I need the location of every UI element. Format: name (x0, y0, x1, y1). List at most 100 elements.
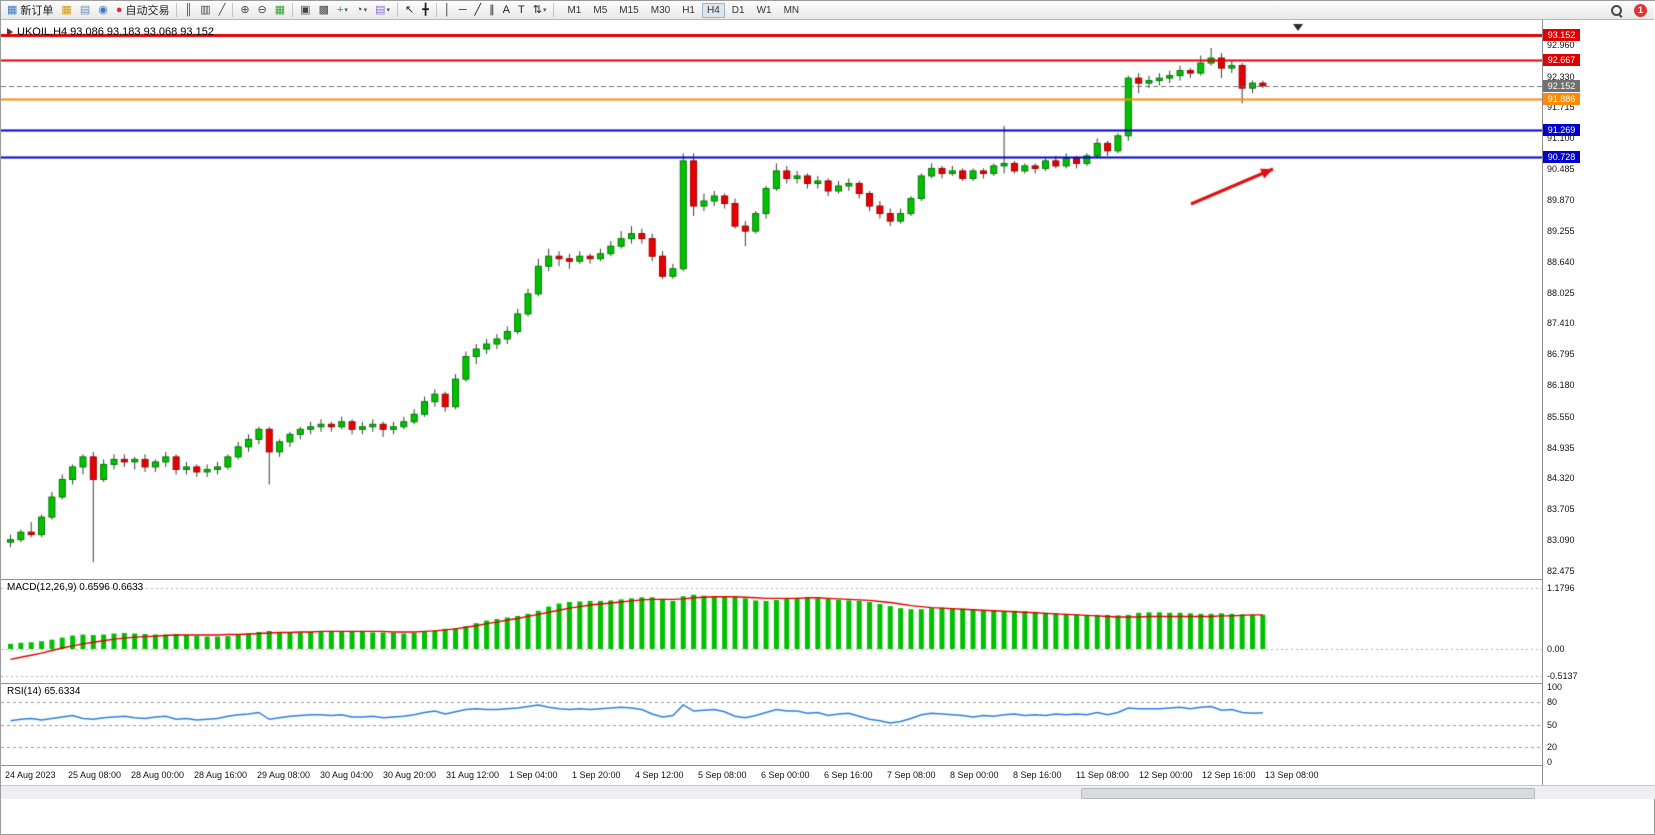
bar-chart-button[interactable]: ║ (180, 1, 196, 20)
zoom-in-button[interactable]: ⊕ (236, 1, 253, 20)
main-chart-canvas[interactable] (1, 20, 1542, 579)
new-order-button[interactable]: ▦ 新订单 (3, 1, 57, 20)
new-order-button-label: 新订单 (20, 5, 54, 17)
timeframe-w1-button[interactable]: W1 (756, 4, 772, 16)
time-label: 1 Sep 04:00 (509, 770, 558, 780)
timeframe-h1-button[interactable]: H1 (682, 4, 695, 16)
chart-title: UKOIL,H4 93.086 93.183 93.068 93.152 (7, 26, 214, 38)
macd-panel-canvas[interactable] (1, 580, 1542, 683)
new-order-icon: ▦ (7, 3, 18, 16)
label-icon: T (518, 3, 525, 16)
market-watch-icon-button[interactable]: ▦ (57, 1, 75, 20)
templates-icon: ▤ (375, 3, 386, 16)
vertical-line-icon: │ (443, 3, 451, 16)
line-chart-button[interactable]: ╱ (215, 1, 230, 20)
time-label: 30 Aug 20:00 (383, 770, 437, 780)
rsi-panel-canvas[interactable] (1, 684, 1542, 765)
price-tick-label: 89.870 (1547, 195, 1575, 206)
rsi-panel-separator[interactable] (1, 683, 1542, 684)
autotrade-button[interactable]: ● 自动交易 (112, 1, 174, 20)
price-tick-label: 87.410 (1547, 318, 1575, 329)
time-label: 8 Sep 16:00 (1013, 770, 1062, 780)
toolbar-separator (553, 3, 555, 17)
grid-icon: ▦ (274, 3, 286, 16)
price-tick-label: 84.935 (1547, 442, 1575, 453)
trendline-icon: ╱ (474, 3, 482, 16)
horizontal-line-button[interactable]: ─ (455, 1, 471, 20)
price-tag: 91.886 (1543, 92, 1580, 105)
cascade-windows-button[interactable]: ▩ (315, 1, 333, 20)
macd-panel-separator[interactable] (1, 579, 1542, 580)
dropdown-arrow-icon: ▾ (363, 7, 368, 14)
autotrade-button-label: 自动交易 (125, 5, 170, 17)
search-button[interactable] (1606, 1, 1627, 20)
shapes-icon: ⇅ (532, 3, 542, 16)
candlestick-chart-icon: ▥ (200, 3, 211, 16)
dropdown-arrow-icon: ▾ (542, 7, 547, 14)
candlestick-chart-button[interactable]: ▥ (196, 1, 214, 20)
dropdown-arrow-icon: ▾ (344, 7, 348, 14)
templates-button[interactable]: ▤ ▾ (371, 1, 394, 20)
horizontal-line-icon: ─ (458, 3, 467, 16)
crosshair-button[interactable]: ╋ (418, 1, 433, 20)
timeframe-mn-button[interactable]: MN (783, 4, 800, 16)
timeframe-m1-button[interactable]: M1 (567, 4, 582, 16)
time-axis-separator (1, 765, 1542, 766)
indicators-icon: + (336, 3, 344, 16)
help-icon-icon: ◉ (98, 3, 108, 16)
time-label: 25 Aug 08:00 (68, 770, 122, 780)
time-label: 28 Aug 00:00 (131, 770, 185, 780)
timeframe-m30-button[interactable]: M30 (650, 4, 671, 16)
line-chart-icon: ╱ (218, 3, 226, 16)
time-label: 12 Sep 00:00 (1139, 770, 1193, 780)
price-tick-label: 91.100 (1547, 133, 1575, 144)
charts-window-icon-button[interactable]: ▤ (76, 1, 94, 20)
price-tick-label: 88.025 (1547, 287, 1575, 298)
macd-tick-label: 1.1796 (1547, 583, 1575, 593)
price-tick-label: 88.640 (1547, 256, 1575, 267)
tile-windows-button[interactable]: ▣ (296, 1, 314, 20)
one-click-trading-icon[interactable] (7, 28, 13, 36)
autotrade-icon: ● (115, 3, 123, 16)
timeframe-m15-button[interactable]: M15 (619, 4, 639, 16)
notification-badge[interactable]: 1 (1634, 3, 1647, 17)
scrollbar-corner (1542, 785, 1655, 799)
trendline-button[interactable]: ╱ (471, 1, 486, 20)
vertical-line-button[interactable]: │ (440, 1, 455, 20)
timeframe-h4-button[interactable]: H4 (701, 2, 725, 18)
periods-button[interactable]: ◔ ▾ (352, 1, 371, 20)
price-tick-label: 91.715 (1547, 102, 1575, 113)
time-label: 30 Aug 04:00 (320, 770, 374, 780)
label-button[interactable]: T (514, 1, 529, 20)
price-tick-label: 90.485 (1547, 164, 1575, 175)
indicators-button[interactable]: + ▾ (333, 1, 352, 20)
help-icon-button[interactable]: ◉ (94, 1, 112, 20)
rsi-label: RSI(14) 65.6334 (7, 686, 81, 697)
tile-windows-icon: ▣ (300, 3, 311, 16)
time-label: 1 Sep 20:00 (572, 770, 621, 780)
time-label: 29 Aug 08:00 (257, 770, 311, 780)
time-label: 5 Sep 08:00 (698, 770, 747, 780)
timeframe-m5-button[interactable]: M5 (593, 4, 608, 16)
cursor-button[interactable]: ↖ (401, 1, 418, 20)
zoom-out-icon: ⊖ (257, 3, 267, 16)
zoom-out-button[interactable]: ⊖ (254, 1, 271, 20)
text-button[interactable]: A (499, 1, 514, 20)
zoom-in-icon: ⊕ (240, 3, 250, 16)
scrollbar-thumb[interactable] (1081, 788, 1535, 799)
price-tag: 93.152 (1543, 29, 1580, 42)
price-tag: 92.152 (1543, 79, 1580, 92)
toolbar-separator (397, 3, 399, 17)
horizontal-scrollbar[interactable] (1, 785, 1542, 799)
price-axis: 92.960 92.330 91.715 91.100 90.485 89.870 89.2… (1543, 1, 1655, 785)
channel-button[interactable]: ∥ (485, 1, 499, 20)
chart-title-text: UKOIL,H4 93.086 93.183 93.068 93.152 (17, 26, 214, 38)
price-tag: 92.667 (1543, 53, 1580, 66)
shapes-button[interactable]: ⇅ ▾ (529, 1, 551, 20)
cascade-windows-icon: ▩ (318, 3, 329, 16)
time-label: 28 Aug 16:00 (194, 770, 248, 780)
grid-button[interactable]: ▦ (271, 1, 289, 20)
time-label: 7 Sep 08:00 (887, 770, 936, 780)
timeframe-d1-button[interactable]: D1 (731, 4, 745, 16)
